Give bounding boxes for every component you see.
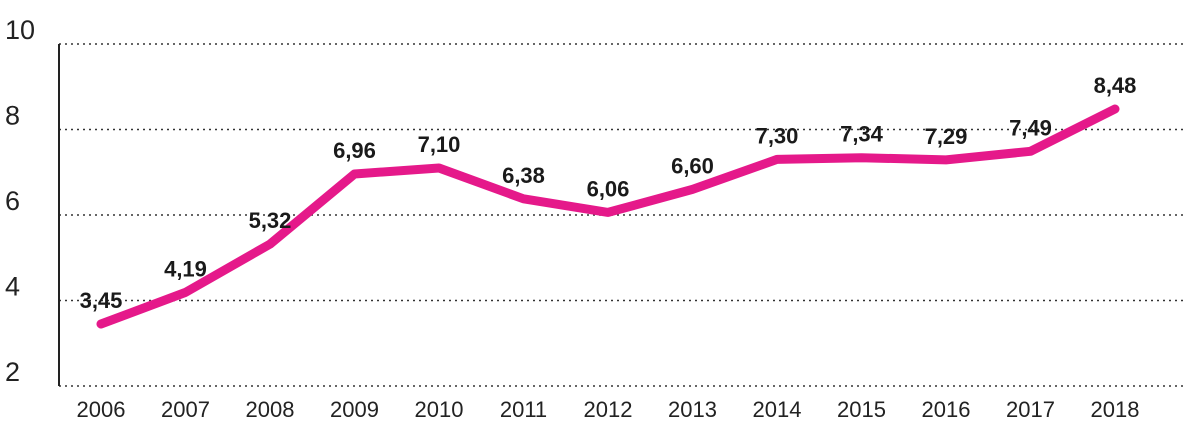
x-tick-label-2010: 2010: [415, 397, 464, 422]
y-tick-label-4: 4: [5, 272, 20, 302]
x-tick-label-2016: 2016: [922, 397, 971, 422]
data-labels: 3,45 4,19 5,32 6,96 7,10 6,38 6,06 6,60 7,30 7,34…: [80, 73, 1137, 313]
x-tick-label-2013: 2013: [668, 397, 717, 422]
x-tick-label-2015: 2015: [837, 397, 886, 422]
data-label-2012: 6,06: [587, 176, 630, 201]
x-tick-label-2008: 2008: [246, 397, 295, 422]
data-label-2011: 6,38: [502, 163, 545, 188]
data-label-2016: 7,29: [925, 124, 968, 149]
data-label-2014: 7,30: [756, 123, 799, 148]
data-label-2007: 4,19: [164, 256, 207, 281]
data-label-2017: 7,49: [1009, 115, 1052, 140]
x-tick-label-2017: 2017: [1006, 397, 1055, 422]
data-label-2015: 7,34: [840, 122, 884, 147]
x-tick-label-2011: 2011: [500, 397, 547, 422]
data-label-2006: 3,45: [80, 288, 123, 313]
x-axis-ticks: 2006 2007 2008 2009 2010 2011 2012 2013 2014 2015…: [77, 397, 1140, 422]
x-tick-label-2009: 2009: [330, 397, 379, 422]
gridlines: [59, 44, 1185, 386]
y-axis-ticks: 2 4 6 8 10: [5, 15, 35, 387]
data-label-2010: 7,10: [418, 132, 461, 157]
x-tick-label-2006: 2006: [77, 397, 126, 422]
data-label-2018: 8,48: [1094, 73, 1137, 98]
data-label-2013: 6,60: [671, 153, 714, 178]
x-tick-label-2014: 2014: [753, 397, 802, 422]
data-label-2009: 6,96: [333, 138, 376, 163]
x-tick-label-2012: 2012: [584, 397, 633, 422]
x-tick-label-2007: 2007: [161, 397, 210, 422]
y-tick-label-2: 2: [5, 357, 20, 387]
x-tick-label-2018: 2018: [1091, 397, 1140, 422]
y-tick-label-8: 8: [5, 101, 20, 131]
y-tick-label-10: 10: [5, 15, 35, 45]
data-label-2008: 5,32: [249, 208, 292, 233]
y-tick-label-6: 6: [5, 186, 20, 216]
